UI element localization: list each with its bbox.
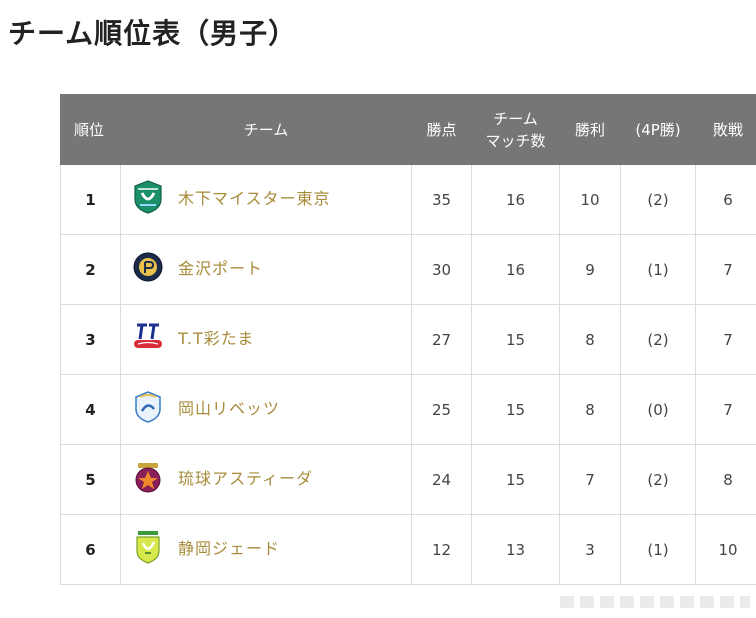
points-cell: 30 [411,234,472,305]
team-cell: 木下マイスター東京 [120,164,412,235]
table-row: 2 金沢ポート 30 16 9 (1) 7 [60,234,756,305]
shizuoka-jade-logo-icon [136,530,160,564]
losses-cell: 7 [695,234,756,305]
matches-header-line2: マッチ数 [485,131,546,150]
wins-cell: 8 [559,304,621,375]
wins-cell: 7 [559,444,621,515]
wins-4p-cell: (2) [620,304,696,375]
table-row: 5 琉球アスティーダ 24 15 7 (2) 8 [60,444,756,515]
matches-cell: 15 [471,444,560,515]
team-link[interactable]: 静岡ジェード [178,538,281,558]
team-cell: 岡山リベッツ [120,374,412,445]
matches-cell: 16 [471,234,560,305]
page-title: チーム順位表（男子） [8,17,298,50]
wins-cell: 9 [559,234,621,305]
wins-cell: 3 [559,514,621,585]
team-link[interactable]: 木下マイスター東京 [178,188,331,208]
rank-cell: 2 [60,234,121,305]
team-header: チーム [120,94,412,165]
team-link[interactable]: 琉球アスティーダ [178,468,314,488]
team-cell: 静岡ジェード [120,514,412,585]
wins-4p-header: (4P勝) [620,94,696,165]
points-cell: 35 [411,164,472,235]
wins-4p-cell: (1) [620,234,696,305]
points-header: 勝点 [411,94,472,165]
points-cell: 12 [411,514,472,585]
tt-saitama-logo-icon [134,323,162,348]
losses-cell: 7 [695,374,756,445]
team-link[interactable]: 岡山リベッツ [178,398,281,418]
scroll-hint-decoration [560,596,750,608]
points-cell: 24 [411,444,472,515]
team-link[interactable]: 金沢ポート [178,258,264,278]
matches-cell: 13 [471,514,560,585]
wins-cell: 10 [559,164,621,235]
wins-header: 勝利 [559,94,621,165]
ryukyu-asteeda-logo-icon [135,462,161,492]
rank-cell: 1 [60,164,121,235]
wins-cell: 8 [559,374,621,445]
table-row: 4 岡山リベッツ 25 15 8 (0) 7 [60,374,756,445]
team-cell: T.T彩たま [120,304,412,375]
table-header-row: 順位 チーム 勝点 チーム マッチ数 勝利 (4P勝) 敗戦 [60,94,756,165]
losses-cell: 10 [695,514,756,585]
rank-cell: 6 [60,514,121,585]
losses-cell: 8 [695,444,756,515]
matches-cell: 16 [471,164,560,235]
team-cell: 金沢ポート [120,234,412,305]
rank-cell: 5 [60,444,121,515]
points-cell: 25 [411,374,472,445]
wins-4p-cell: (2) [620,444,696,515]
okayama-rivets-logo-icon [135,390,161,423]
matches-header: チーム マッチ数 [471,94,560,165]
matches-cell: 15 [471,374,560,445]
wins-4p-cell: (1) [620,514,696,585]
points-cell: 27 [411,304,472,375]
wins-4p-cell: (0) [620,374,696,445]
table-row: 6 静岡ジェード 12 13 3 (1) 1 [60,514,756,585]
kanazawa-port-logo-icon [133,252,163,281]
team-cell: 琉球アスティーダ [120,444,412,515]
team-link[interactable]: T.T彩たま [178,328,255,348]
rank-cell: 4 [60,374,121,445]
kinoshita-meister-logo-icon [134,179,162,214]
losses-header: 敗戦 [695,94,756,165]
losses-cell: 7 [695,304,756,375]
rank-header: 順位 [60,94,121,165]
wins-4p-cell: (2) [620,164,696,235]
matches-cell: 15 [471,304,560,375]
matches-header-line1: チーム [493,109,538,128]
standings-table: 順位 チーム 勝点 チーム マッチ数 勝利 (4P勝) 敗戦 1 [60,94,756,585]
table-row: 3 T.T彩たま 27 15 8 (2) 7 [60,304,756,375]
rank-cell: 3 [60,304,121,375]
table-row: 1 木下マイスター東京 35 16 10 (2) [60,164,756,235]
losses-cell: 6 [695,164,756,235]
